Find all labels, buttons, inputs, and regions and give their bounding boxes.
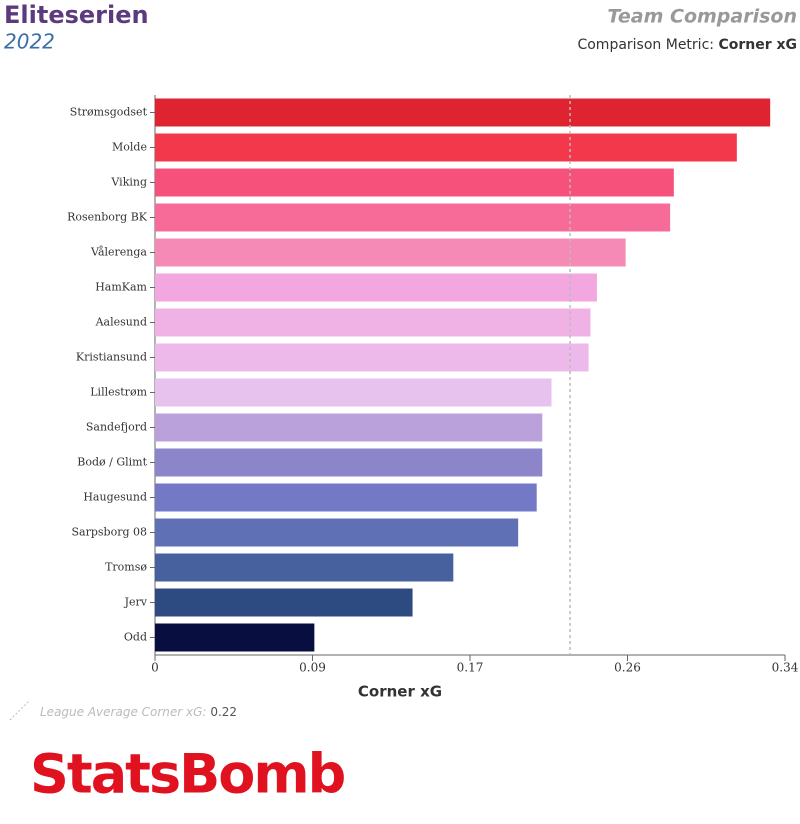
bar bbox=[155, 623, 315, 652]
metric-label: Comparison Metric: bbox=[577, 37, 714, 53]
header-right: Team Comparison bbox=[607, 6, 797, 28]
bar bbox=[155, 238, 626, 267]
bar bbox=[155, 378, 552, 407]
y-tick-label: Tromsø bbox=[105, 561, 147, 574]
legend-line-icon bbox=[9, 699, 31, 721]
y-tick-label: Vålerenga bbox=[90, 246, 147, 259]
y-tick-label: Kristiansund bbox=[76, 351, 147, 364]
y-tick-label: Sarpsborg 08 bbox=[72, 526, 148, 539]
y-tick-label: Strømsgodset bbox=[70, 106, 148, 119]
y-tick-label: Rosenborg BK bbox=[67, 211, 148, 224]
y-tick-label: Sandefjord bbox=[86, 421, 147, 434]
x-tick-label: 0 bbox=[151, 661, 159, 675]
metric-line: Comparison Metric: Corner xG bbox=[577, 37, 797, 53]
bar bbox=[155, 518, 519, 547]
metric: Corner xG bbox=[718, 37, 797, 53]
bar bbox=[155, 343, 589, 372]
bar bbox=[155, 483, 537, 512]
y-tick-label: Odd bbox=[124, 631, 147, 644]
bar bbox=[155, 98, 771, 127]
y-tick-label: HamKam bbox=[95, 281, 147, 294]
bar bbox=[155, 203, 671, 232]
bar bbox=[155, 133, 737, 162]
x-axis-label: Corner xG bbox=[358, 683, 442, 701]
chart-subtitle: 2022 bbox=[4, 30, 55, 54]
annotation-text: League Average Corner xG: bbox=[40, 705, 206, 719]
y-tick-label: Lillestrøm bbox=[90, 386, 147, 399]
x-tick-label: 0.17 bbox=[457, 661, 484, 675]
bar bbox=[155, 168, 674, 197]
brand-logo: StatsBomb bbox=[30, 743, 345, 806]
y-tick-label: Haugesund bbox=[83, 491, 147, 504]
bar bbox=[155, 308, 591, 337]
bar bbox=[155, 588, 413, 617]
y-tick-label: Jerv bbox=[124, 596, 148, 609]
bar bbox=[155, 448, 543, 477]
annotation: League Average Corner xG: 0.22 bbox=[40, 705, 237, 719]
y-tick-label: Bodø / Glimt bbox=[77, 456, 147, 469]
chart-title: Eliteserien bbox=[4, 1, 149, 29]
x-tick-label: 0.34 bbox=[772, 661, 799, 675]
x-tick-label: 0.09 bbox=[299, 661, 326, 675]
bar bbox=[155, 553, 454, 582]
y-tick-label: Aalesund bbox=[95, 316, 147, 329]
bar bbox=[155, 273, 597, 302]
y-tick-label: Molde bbox=[112, 141, 147, 154]
annotation-value: 0.22 bbox=[210, 705, 237, 719]
y-tick-label: Viking bbox=[110, 176, 147, 189]
x-tick-label: 0.26 bbox=[614, 661, 641, 675]
bar bbox=[155, 413, 543, 442]
